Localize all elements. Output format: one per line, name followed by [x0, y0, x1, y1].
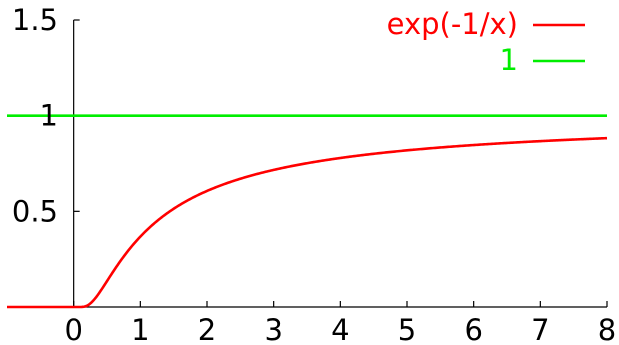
x-tick-label: 8 [598, 313, 616, 345]
legend-label-1: exp(-1/x) [387, 7, 518, 41]
x-tick-label: 2 [198, 313, 216, 345]
x-tick-label: 0 [64, 313, 82, 345]
legend-label-2: 1 [500, 43, 518, 77]
x-tick-label: 7 [531, 313, 549, 345]
y-tick-label: 0.5 [12, 194, 58, 228]
series-group [7, 114, 608, 309]
x-tick-label: 6 [464, 313, 482, 345]
x-tick-label: 1 [131, 313, 149, 345]
x-tick-label: 5 [398, 313, 416, 345]
series-line-1 [7, 136, 608, 309]
legend: exp(-1/x)1 [387, 7, 585, 77]
y-tick-label: 1 [40, 99, 58, 133]
x-tick-label: 4 [331, 313, 349, 345]
tick-labels: 0 1 2 3 4 5 6 7 8 0.5 1 1.5 [12, 3, 616, 345]
y-tick-label: 1.5 [12, 3, 58, 37]
x-tick-label: 3 [264, 313, 282, 345]
